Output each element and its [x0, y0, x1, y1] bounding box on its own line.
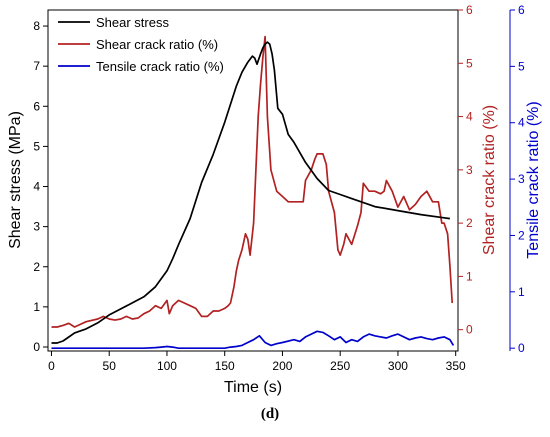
left-y-axis-title: Shear stress (MPa) [7, 111, 24, 249]
left-y-tick-label: 6 [33, 99, 40, 113]
x-tick-label: 0 [48, 359, 55, 373]
tensile-crack-ratio-line [51, 330, 455, 350]
x-axis-title: Time (s) [224, 379, 282, 396]
shear-crack-tick-label: 5 [466, 56, 473, 70]
tensile-crack-axis-title: Tensile crack ratio (%) [525, 101, 542, 258]
tensile-crack-tick-label: 5 [518, 59, 525, 73]
left-y-tick-label: 8 [33, 19, 40, 33]
legend-label-shear-stress: Shear stress [96, 15, 169, 30]
legend: Shear stress Shear crack ratio (%) Tensi… [58, 15, 224, 74]
tensile-crack-tick-label: 3 [518, 172, 525, 186]
x-tick-label: 200 [272, 359, 292, 373]
left-y-tick-label: 5 [33, 139, 40, 153]
tensile-crack-tick-label: 2 [518, 228, 525, 242]
series-layer [51, 35, 455, 350]
left-y-tick-label: 7 [33, 59, 40, 73]
shear-crack-tick-label: 6 [466, 3, 473, 17]
left-y-tick-label: 0 [33, 340, 40, 354]
tensile-crack-tick-label: 1 [518, 285, 525, 299]
tensile-crack-tick-label: 0 [518, 341, 525, 355]
left-y-tick-label: 4 [33, 180, 40, 194]
x-tick-label: 50 [103, 359, 117, 373]
shear-crack-tick-label: 2 [466, 216, 473, 230]
x-tick-label: 100 [157, 359, 177, 373]
shear-crack-ratio-line [51, 35, 454, 328]
shear-crack-tick-label: 1 [466, 269, 473, 283]
x-tick-label: 300 [388, 359, 408, 373]
x-tick-label: 350 [446, 359, 466, 373]
x-tick-label: 250 [330, 359, 350, 373]
legend-label-shear-crack: Shear crack ratio (%) [96, 37, 218, 52]
left-y-tick-label: 2 [33, 260, 40, 274]
shear-crack-tick-label: 4 [466, 110, 473, 124]
shear-crack-tick-label: 3 [466, 163, 473, 177]
shear-stress-line [51, 41, 451, 344]
plot-area [47, 9, 459, 352]
axes-layer: 0 50 100 150 200 250 300 350 0 1 2 3 4 5 6 7 8 0 1 2 3 4 5 6 0 1 2… [33, 3, 525, 373]
tensile-crack-tick-label: 6 [518, 3, 525, 17]
legend-label-tensile-crack: Tensile crack ratio (%) [96, 59, 224, 74]
shear-crack-tick-label: 0 [466, 323, 473, 337]
left-y-tick-label: 1 [33, 300, 40, 314]
x-tick-label: 150 [215, 359, 235, 373]
plot-frame [47, 9, 459, 352]
panel-label: (d) [261, 406, 279, 422]
left-y-tick-label: 3 [33, 220, 40, 234]
shear-crack-axis-title: Shear crack ratio (%) [481, 105, 498, 255]
tensile-crack-tick-label: 4 [518, 116, 525, 130]
